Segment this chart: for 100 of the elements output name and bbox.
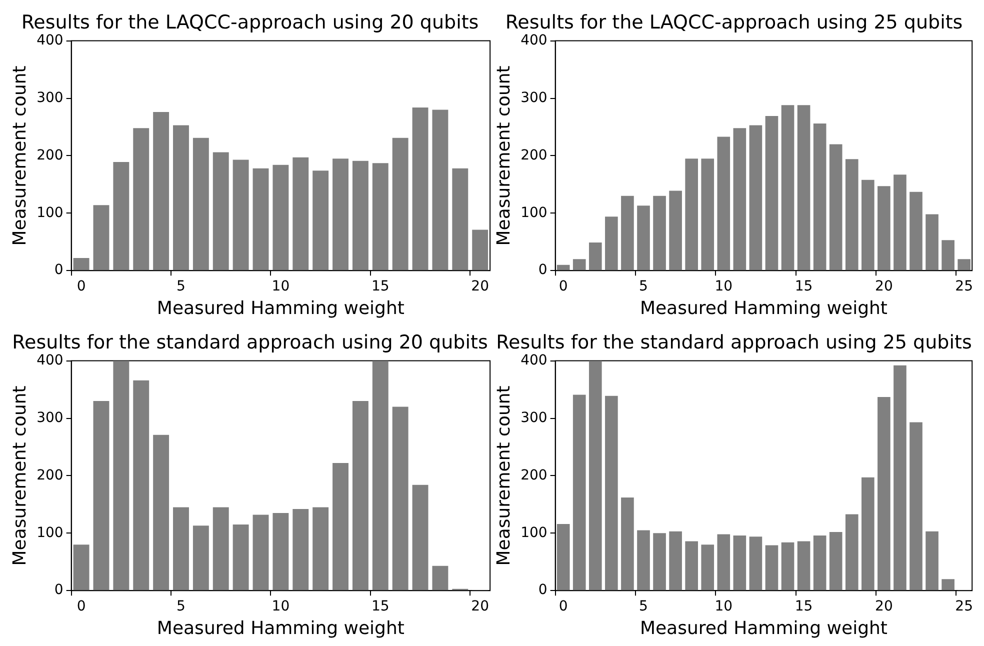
bar (372, 360, 388, 590)
chart-title: Results for the LAQCC-approach using 20 qubits (21, 11, 479, 34)
bar (173, 125, 189, 270)
bar (845, 514, 858, 590)
bar (232, 160, 249, 270)
y-tick-label: 200 (36, 467, 64, 484)
y-tick-label: 200 (36, 147, 64, 164)
y-tick-label: 400 (36, 32, 64, 48)
bar (392, 138, 408, 270)
x-tick-label: 15 (371, 278, 390, 295)
bar (472, 230, 488, 270)
bar (556, 524, 570, 590)
bar (392, 406, 408, 590)
bar (133, 128, 150, 270)
bar (829, 144, 842, 270)
x-tick-label: 0 (76, 278, 86, 295)
bar (781, 105, 794, 270)
x-tick-label: 10 (714, 278, 733, 295)
bar (733, 535, 746, 590)
bar (878, 396, 890, 590)
x-tick-label: 25 (955, 278, 974, 295)
y-tick-label: 100 (36, 204, 64, 221)
bar (272, 164, 289, 270)
bar (926, 531, 938, 590)
bar (765, 116, 778, 270)
x-tick-label: 20 (471, 278, 490, 295)
chart-title: Results for the standard approach using 20 qubits (12, 331, 488, 354)
x-tick-label: 5 (639, 598, 648, 615)
y-tick-label: 300 (36, 410, 64, 426)
bar (845, 159, 858, 270)
y-axis-title: Measurement count (9, 66, 30, 246)
bar (93, 205, 110, 270)
bar (272, 513, 289, 590)
x-tick-label: 10 (272, 278, 290, 295)
bar (605, 216, 618, 270)
bar (73, 544, 90, 590)
bar (701, 544, 714, 590)
bar (412, 484, 428, 590)
bar (910, 422, 922, 590)
bar (894, 174, 906, 270)
bar (556, 264, 570, 270)
bar (312, 170, 329, 270)
bar (797, 105, 810, 270)
bar (432, 566, 448, 590)
x-axis-title: Measured Hamming weight (640, 618, 888, 639)
bar (605, 396, 618, 590)
y-tick-label: 100 (36, 524, 64, 541)
bar (894, 365, 906, 590)
bar (173, 507, 189, 590)
x-tick-label: 15 (371, 598, 390, 615)
bar (588, 360, 602, 590)
bar (133, 380, 150, 590)
y-tick-label: 300 (520, 410, 548, 426)
bar (669, 531, 682, 590)
bar (588, 242, 602, 270)
x-tick-label: 10 (714, 598, 733, 615)
bar (572, 394, 586, 590)
y-tick-label: 200 (520, 467, 548, 484)
bar (781, 542, 794, 590)
x-tick-label: 5 (176, 598, 186, 615)
bar (910, 192, 922, 270)
bar (685, 541, 698, 590)
bar (942, 240, 954, 270)
y-tick-label: 400 (520, 32, 548, 48)
bar (733, 128, 746, 270)
bar (637, 206, 650, 270)
bar (292, 509, 309, 590)
bar (73, 258, 90, 270)
y-tick-label: 0 (54, 262, 64, 278)
bar (153, 112, 170, 270)
bar (926, 214, 938, 270)
bar (352, 401, 368, 590)
bar (153, 434, 170, 590)
bar (93, 401, 110, 590)
bar (862, 180, 874, 270)
x-tick-label: 0 (558, 598, 568, 615)
bar (332, 158, 348, 270)
bar (878, 186, 890, 270)
bar (637, 530, 650, 590)
y-axis-title: Measurement count (493, 66, 514, 246)
y-axis-title: Measurement count (493, 386, 514, 566)
bar (412, 107, 428, 270)
bar (749, 536, 762, 590)
bar (572, 259, 586, 270)
y-tick-label: 300 (520, 90, 548, 106)
bar (192, 526, 209, 590)
bar (332, 463, 348, 590)
bar (113, 162, 130, 270)
x-tick-label: 0 (76, 598, 86, 615)
x-tick-label: 15 (794, 278, 813, 295)
chart-title: Results for the LAQCC-approach using 25 qubits (505, 11, 963, 34)
x-tick-label: 20 (875, 598, 893, 615)
y-tick-label: 0 (538, 582, 548, 598)
bar (717, 534, 730, 590)
bar (372, 163, 388, 270)
y-tick-label: 400 (36, 352, 64, 368)
y-tick-label: 0 (538, 262, 548, 278)
bar (765, 545, 778, 590)
bar (312, 507, 329, 590)
bar (717, 136, 730, 270)
